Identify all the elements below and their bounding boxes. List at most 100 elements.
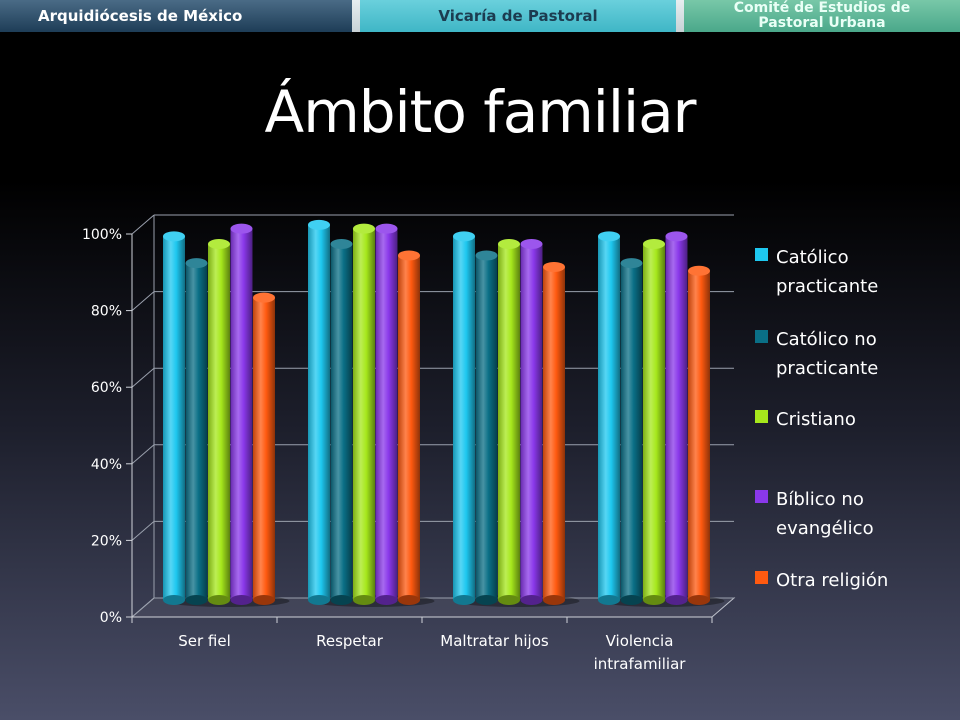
bar	[375, 228, 398, 600]
y-tick-label: 40%	[91, 457, 122, 473]
bar-cap	[598, 231, 620, 242]
bar-base	[353, 595, 375, 605]
legend-swatch	[755, 248, 768, 261]
legend-label: Otra religión	[776, 570, 888, 591]
slide-title: Ámbito familiar	[264, 78, 697, 146]
bar-cap	[185, 258, 208, 269]
bar	[230, 228, 253, 600]
bar-cap	[688, 265, 710, 276]
x-category-label: Maltratar hijos	[440, 632, 549, 650]
bar-base	[475, 595, 498, 605]
legend-swatch	[755, 490, 768, 503]
legend-swatch	[755, 571, 768, 584]
bar-cap	[475, 250, 498, 261]
bar	[620, 263, 643, 600]
bar-cap	[665, 231, 688, 242]
bar-base	[620, 595, 643, 605]
bar-cap	[208, 238, 230, 249]
header-tab-arquidiocesis: Arquidiócesis de México	[0, 0, 352, 32]
legend-swatch	[755, 410, 768, 423]
bar-base	[598, 595, 620, 605]
bar-cap	[375, 223, 398, 234]
y-tick-label: 20%	[91, 533, 122, 549]
gridline-side	[131, 291, 155, 311]
bar-cap	[398, 250, 420, 261]
bar-base	[253, 595, 275, 605]
bar	[688, 270, 710, 600]
bar-cap	[253, 292, 275, 303]
gridline-side	[131, 367, 155, 388]
bar-cap	[230, 223, 253, 234]
bar	[665, 236, 688, 600]
bar-base	[398, 595, 420, 605]
bar-base	[498, 595, 520, 605]
y-tick-label: 100%	[82, 227, 122, 243]
bar	[353, 228, 375, 600]
bar	[398, 255, 420, 600]
bar-base	[330, 595, 353, 605]
legend-label: Católico no	[776, 329, 877, 350]
x-category-label: intrafamiliar	[594, 655, 687, 673]
bar	[253, 297, 275, 600]
legend-label: practicante	[776, 276, 878, 297]
gridline-side	[131, 521, 155, 541]
bar-base	[453, 595, 475, 605]
bar-base	[375, 595, 398, 605]
header-vicaria-label: Vicaría de Pastoral	[438, 6, 598, 25]
bar-cap	[543, 261, 565, 272]
header-arquidiocesis-label: Arquidiócesis de México	[38, 6, 243, 25]
bar	[598, 236, 620, 600]
bar-cap	[308, 219, 330, 230]
legend-label: evangélico	[776, 518, 874, 539]
x-category-label: Ser fiel	[178, 632, 231, 650]
y-tick-label: 60%	[91, 380, 122, 396]
x-category-label: Violencia	[606, 632, 674, 650]
bar	[543, 266, 565, 600]
header-tab-comite: Comité de Estudios de Pastoral Urbana	[684, 0, 960, 32]
bar	[498, 243, 520, 601]
bar	[520, 243, 543, 601]
bar	[208, 243, 230, 601]
bar-base	[163, 595, 185, 605]
gridline-side	[131, 597, 155, 618]
bar-cap	[498, 238, 520, 249]
header-comite-line2: Pastoral Urbana	[758, 15, 886, 31]
bar	[308, 224, 330, 600]
bar	[163, 236, 185, 600]
legend-swatch	[755, 330, 768, 343]
bar	[475, 255, 498, 600]
bar-cap	[520, 238, 543, 249]
x-category-label: Respetar	[316, 632, 384, 650]
legend-label: practicante	[776, 358, 878, 379]
bar-base	[308, 595, 330, 605]
header-tab-vicaria: Vicaría de Pastoral	[360, 0, 676, 32]
bar-cap	[620, 258, 643, 269]
y-tick-label: 80%	[91, 304, 122, 320]
legend-label: Cristiano	[776, 409, 856, 430]
bar-cap	[643, 238, 665, 249]
header-banner: Arquidiócesis de México Vicaría de Pasto…	[0, 0, 960, 32]
gridline-side	[131, 444, 155, 465]
bar-cap	[330, 238, 353, 249]
legend-label: Católico	[776, 247, 849, 268]
legend-label: Bíblico no	[776, 489, 864, 510]
bar-base	[185, 595, 208, 605]
gridline-side	[131, 214, 155, 235]
y-tick-label: 0%	[100, 610, 122, 626]
bar-cap	[453, 231, 475, 242]
bar-cap	[163, 231, 185, 242]
bar	[330, 243, 353, 601]
bar	[185, 263, 208, 600]
bar-base	[543, 595, 565, 605]
bar-base	[643, 595, 665, 605]
bar-base	[208, 595, 230, 605]
bar-base	[230, 595, 253, 605]
bar	[643, 243, 665, 601]
bar-base	[520, 595, 543, 605]
header-comite-line1: Comité de Estudios de	[733, 0, 911, 16]
bar-base	[688, 595, 710, 605]
bar	[453, 236, 475, 600]
bar-base	[665, 595, 688, 605]
bar-cap	[353, 223, 375, 234]
